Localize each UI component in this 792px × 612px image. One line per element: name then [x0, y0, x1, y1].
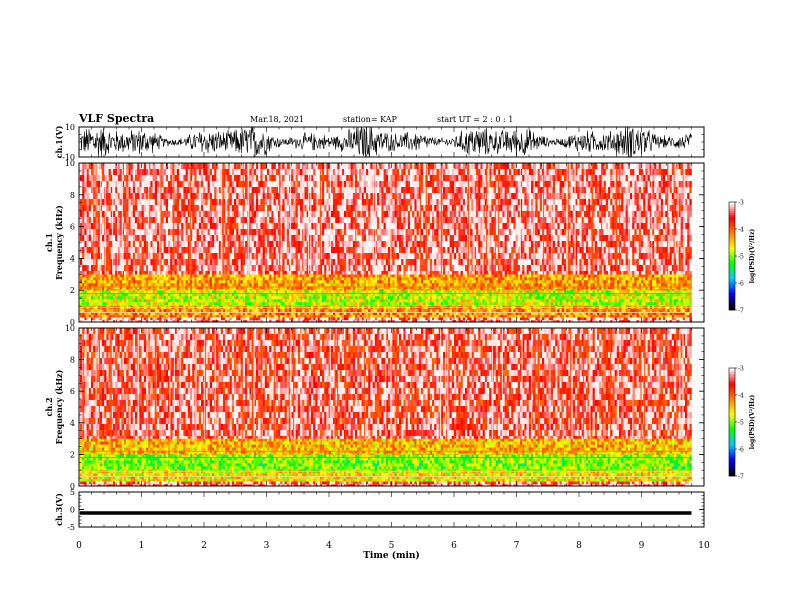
chart-title: VLF Spectra [79, 112, 154, 125]
x-tick-label: 2 [201, 541, 207, 551]
ch1-colorbar-tick-label: -7 [738, 308, 744, 315]
ch3-waveform-panel-frame [78, 491, 705, 528]
ch3-waveform-panel-ylabel: ch.3(V) [54, 493, 64, 526]
x-tick-label: 0 [76, 541, 82, 551]
ch2-colorbar-tick-label: -5 [738, 420, 744, 427]
ch2-colorbar: -3 -4 -5 -6 -7 log(PSD)(V²/Hz) [728, 366, 756, 481]
ch1-spectrogram-panel-ytick-label: 0 [70, 318, 75, 327]
x-tick-label: 3 [264, 541, 270, 551]
date-label: Mar.18, 2021 [250, 115, 304, 124]
ch2-spectrogram-panel-ytick-label: 6 [70, 387, 75, 396]
ch1-colorbar-tick-label: -6 [738, 281, 744, 288]
ch1-waveform-line [79, 126, 692, 158]
ch1-spectrogram-panel-ytick-label: 10 [65, 159, 75, 168]
ch3-waveform-panel-ytick-label: 5 [70, 488, 75, 497]
station-label: station= KAP [343, 115, 397, 124]
ch3-waveform-panel-ytick-label: -5 [67, 523, 75, 532]
x-tick-label: 8 [576, 541, 582, 551]
ch1-waveform-panel-ytick-label: 10 [65, 123, 75, 132]
x-tick-label: 10 [698, 541, 710, 551]
ch2-spectrogram-panel-ytick-label: 4 [70, 419, 75, 428]
ch2-colorbar-label: log(PSD)(V²/Hz) [749, 395, 756, 450]
ch1-spectrogram-panel-ytick-label: 2 [70, 286, 75, 295]
ch2-spectrogram-image [80, 328, 692, 487]
ch3-waveform-band [80, 511, 692, 515]
ch2-colorbar-tick-label: -6 [738, 447, 744, 454]
ch1-spectrogram-panel-ytick-label: 4 [70, 254, 75, 263]
ch2-colorbar-tick-label: -4 [738, 393, 744, 400]
x-axis-label: Time (min) [363, 550, 420, 561]
ch1-colorbar: -3 -4 -5 -6 -7 log(PSD)(V²/Hz) [728, 200, 756, 315]
ch2-colorbar-tick-label: -3 [738, 366, 744, 373]
ch2-spectrogram-panel-ylabel: ch.2 Frequency (kHz) [44, 369, 64, 444]
ch1-spectrogram-image [80, 163, 692, 323]
ch2-spectrogram-panel-ytick-label: 2 [70, 450, 75, 459]
ch1-waveform-panel-ylabel: ch.1(V) [54, 125, 64, 158]
start-time-label: start UT = 2 : 0 : 1 [437, 115, 513, 124]
x-tick-label: 6 [451, 541, 457, 551]
ch1-colorbar-tick-label: -3 [738, 200, 744, 207]
ch1-colorbar-tick-label: -5 [738, 254, 744, 261]
x-tick-label: 9 [639, 541, 645, 551]
ch2-spectrogram-panel-ytick-label: 0 [70, 482, 75, 491]
ch1-waveform-panel-ytick-label: -10 [62, 153, 75, 162]
ch2-colorbar-tick-label: -7 [738, 474, 744, 481]
x-tick-label: 7 [514, 541, 520, 551]
ch2-spectrogram-panel-ytick-label: 8 [70, 356, 75, 365]
ch1-spectrogram-panel-ylabel: ch.1 Frequency (kHz) [44, 205, 64, 280]
ch1-colorbar-label: log(PSD)(V²/Hz) [749, 229, 756, 284]
x-tick-label: 4 [326, 541, 332, 551]
ch1-waveform-series [79, 126, 692, 158]
ch1-colorbar-tick-label: -4 [738, 227, 744, 234]
ch1-spectrogram-panel-ytick-label: 6 [70, 223, 75, 232]
ch1-spectrogram-panel-ytick-label: 8 [70, 191, 75, 200]
ch3-waveform-panel-ytick-label: 0 [70, 506, 75, 515]
x-tick-label: 1 [139, 541, 145, 551]
ch2-spectrogram-panel-ytick-label: 10 [65, 324, 75, 333]
x-tick-label: 5 [389, 541, 395, 551]
